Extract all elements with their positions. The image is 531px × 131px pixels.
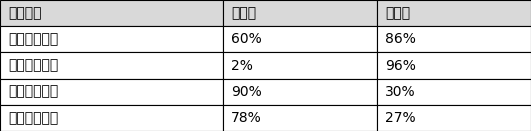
Text: 2%: 2%: [231, 59, 253, 72]
Bar: [223, 105, 377, 131]
Bar: [0, 52, 223, 79]
Text: 温室露地栽培: 温室露地栽培: [8, 32, 58, 46]
Text: 60%: 60%: [231, 32, 262, 46]
Text: 90%: 90%: [231, 85, 262, 99]
Text: 室外露地栽培: 室外露地栽培: [8, 85, 58, 99]
Bar: [223, 79, 377, 105]
Bar: [223, 26, 377, 52]
Bar: [0, 26, 223, 52]
Text: 86%: 86%: [385, 32, 416, 46]
Text: 27%: 27%: [385, 111, 416, 125]
Bar: [377, 79, 531, 105]
Bar: [0, 0, 223, 26]
Text: 萌发率: 萌发率: [385, 6, 410, 20]
Text: 室外容器栽培: 室外容器栽培: [8, 111, 58, 125]
Text: 96%: 96%: [385, 59, 416, 72]
Text: 30%: 30%: [385, 85, 416, 99]
Bar: [223, 52, 377, 79]
Text: 78%: 78%: [231, 111, 262, 125]
Bar: [223, 0, 377, 26]
Text: 污染率: 污染率: [231, 6, 256, 20]
Bar: [377, 26, 531, 52]
Bar: [377, 52, 531, 79]
Bar: [377, 0, 531, 26]
Bar: [0, 79, 223, 105]
Bar: [377, 105, 531, 131]
Text: 处理方法: 处理方法: [8, 6, 41, 20]
Bar: [0, 105, 223, 131]
Text: 温室容器栽培: 温室容器栽培: [8, 59, 58, 72]
